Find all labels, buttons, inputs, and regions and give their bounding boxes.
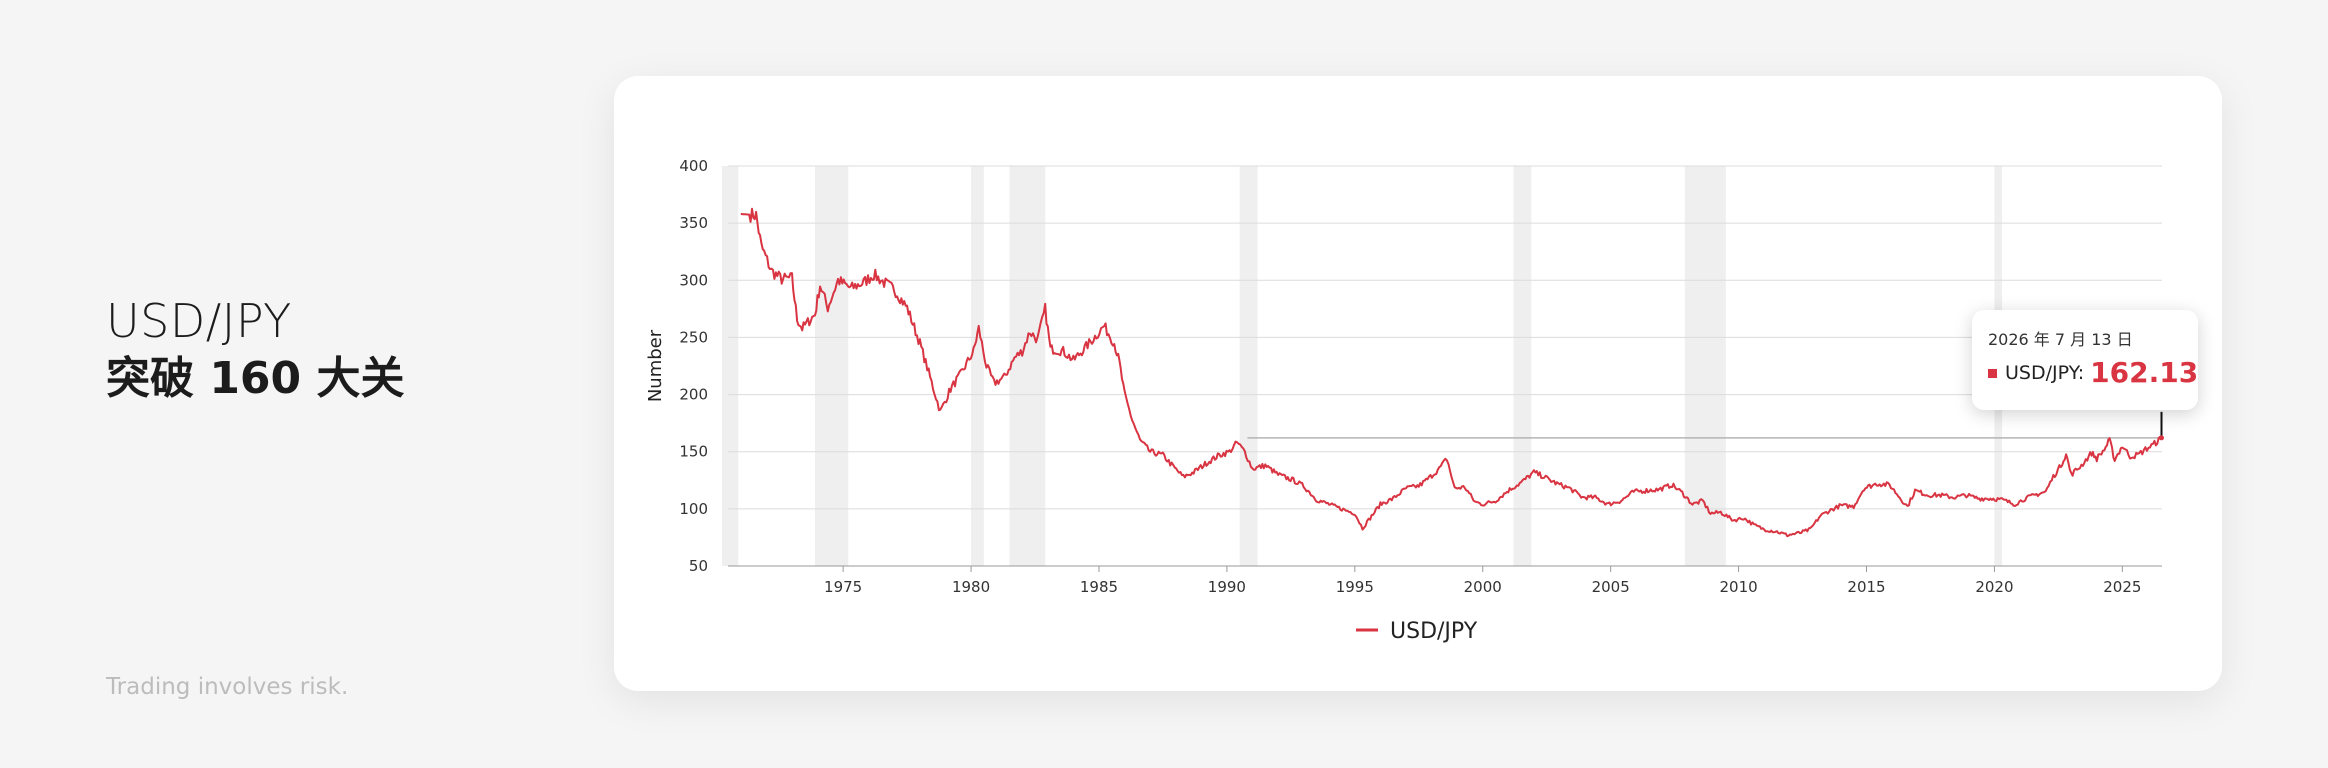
y-tick-label: 250 xyxy=(679,328,708,346)
chart-svg[interactable]: 50 100 150 200 250 300 350 400 1975 1980 1985 1990 1… xyxy=(614,76,2222,691)
series-line-usdjpy[interactable] xyxy=(740,207,2163,538)
x-tick-label: 1975 xyxy=(824,578,862,596)
recession-band xyxy=(1684,166,1726,566)
recession-band xyxy=(722,166,739,566)
y-tick-label: 350 xyxy=(679,214,708,232)
tooltip-date: 2026 年 7 月 13 日 xyxy=(1988,330,2133,349)
x-tick-label: 2000 xyxy=(1464,578,1502,596)
x-tick-label: 2020 xyxy=(1975,578,2013,596)
chart-card: 50 100 150 200 250 300 350 400 1975 1980 1985 1990 1… xyxy=(614,76,2222,691)
risk-disclaimer: Trading involves risk. xyxy=(106,674,349,700)
recession-band xyxy=(1009,166,1046,566)
last-point-marker[interactable] xyxy=(2158,435,2164,441)
y-tick-label: 50 xyxy=(689,557,708,575)
tooltip-row: USD/JPY: 162.13 xyxy=(1988,356,2198,389)
tooltip-value: 162.13 xyxy=(2090,356,2199,389)
y-tick-label: 100 xyxy=(679,500,708,518)
x-tick-label: 1990 xyxy=(1208,578,1246,596)
recession-band xyxy=(1513,166,1532,566)
series-marker-icon xyxy=(1988,369,1997,378)
heading-subtitle: 突破 160 大关 xyxy=(106,353,405,404)
y-tick-label: 400 xyxy=(679,157,708,175)
y-tick-label: 300 xyxy=(679,271,708,289)
x-tick-label: 2025 xyxy=(2103,578,2141,596)
heading-pair: USD/JPY xyxy=(106,294,292,348)
x-tick-label: 1985 xyxy=(1080,578,1118,596)
x-tick-label: 2010 xyxy=(1719,578,1757,596)
recession-band xyxy=(971,166,984,566)
x-tick-label: 2015 xyxy=(1847,578,1885,596)
page-heading: USD/JPY 突破 160 大关 xyxy=(106,292,404,408)
y-axis-label: Number xyxy=(645,329,666,402)
x-tick-label: 1995 xyxy=(1336,578,1374,596)
y-tick-label: 150 xyxy=(679,443,708,461)
y-tick-label: 200 xyxy=(679,386,708,404)
x-tick-label: 2005 xyxy=(1592,578,1630,596)
x-tick-label: 1980 xyxy=(952,578,990,596)
legend-label[interactable]: USD/JPY xyxy=(1390,619,1478,644)
recession-band xyxy=(814,166,849,566)
chart-tooltip: 2026 年 7 月 13 日 USD/JPY: 162.13 xyxy=(1972,310,2198,410)
tooltip-series-name: USD/JPY: xyxy=(2005,361,2085,384)
recession-band xyxy=(1239,166,1258,566)
